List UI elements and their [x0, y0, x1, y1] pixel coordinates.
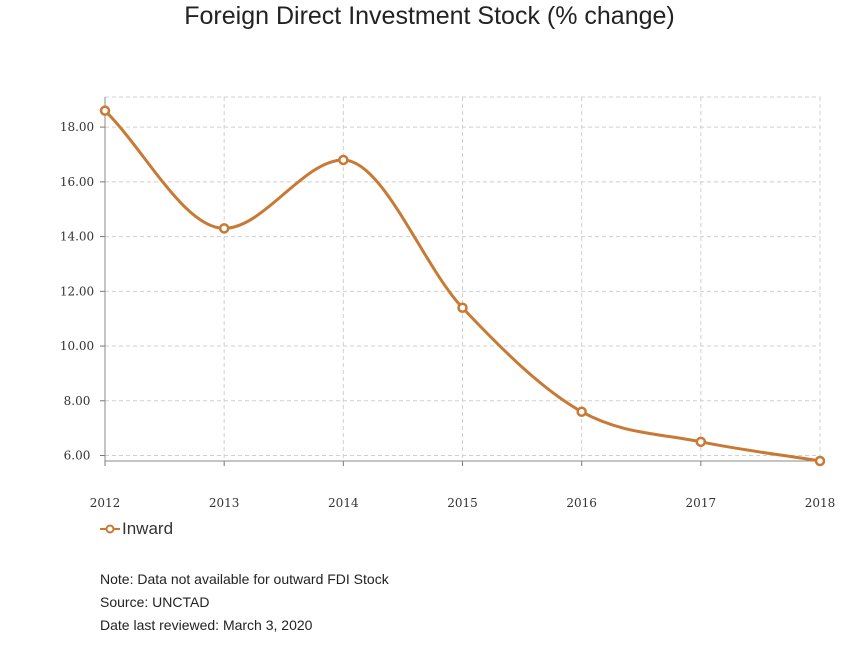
y-tick-label: 6.00	[64, 449, 91, 463]
series-inward	[99, 105, 826, 467]
y-tick-label: 10.00	[60, 339, 94, 353]
y-tick-label: 8.00	[64, 394, 91, 408]
data-point[interactable]	[218, 223, 230, 234]
data-point[interactable]	[457, 302, 468, 313]
chart-title: Foreign Direct Investment Stock (% chang…	[184, 2, 675, 30]
x-tick-label: 2014	[328, 496, 359, 510]
legend-line-marker-icon	[100, 524, 120, 534]
x-tick-label: 2017	[686, 496, 717, 510]
y-tick-label: 12.00	[60, 284, 94, 298]
y-axis-ticks: 6.00 8.00 10.00 12.00 14.00 16.00 18.00	[60, 120, 94, 462]
axes	[100, 97, 821, 466]
data-point[interactable]	[576, 406, 587, 417]
chart-notes: Note: Data not available for outward FDI…	[100, 568, 389, 637]
x-tick-label: 2018	[805, 496, 836, 510]
x-tick-label: 2015	[447, 496, 478, 510]
x-tick-label: 2016	[566, 496, 597, 510]
y-tick-label: 16.00	[60, 175, 94, 189]
legend[interactable]: Inward	[100, 519, 173, 539]
y-tick-label: 18.00	[60, 120, 94, 134]
source-text: Source: UNCTAD	[100, 594, 210, 610]
legend-label-inward: Inward	[122, 519, 174, 538]
x-tick-label: 2013	[209, 496, 240, 510]
gridlines	[104, 96, 821, 461]
x-axis-ticks: 2012 2013 2014 2015 2016 2017 2018	[90, 496, 836, 510]
data-point[interactable]	[695, 436, 707, 448]
data-point[interactable]	[814, 455, 826, 467]
x-tick-label: 2012	[90, 496, 121, 510]
y-tick-label: 14.00	[60, 230, 94, 244]
data-point[interactable]	[338, 154, 349, 166]
note-text: Note: Data not available for outward FDI…	[100, 571, 389, 587]
data-point[interactable]	[99, 105, 111, 116]
review-date-text: Date last reviewed: March 3, 2020	[100, 617, 313, 633]
